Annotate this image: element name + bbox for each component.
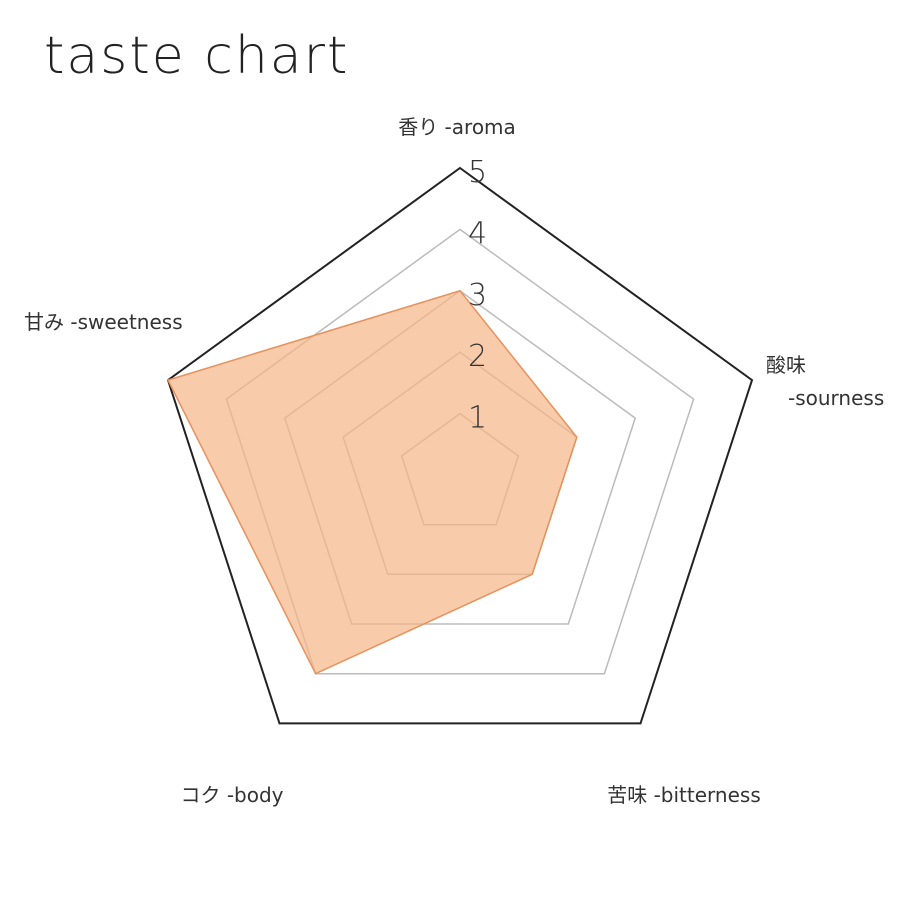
chart-title: taste chart [44,26,350,86]
axis-label-aroma: 香り -aroma [398,115,516,139]
axis-label-body: コク -body [180,783,283,807]
grid-ring-5 [166,166,754,725]
tick-label-3: 3 [468,278,487,313]
axis-label-bitterness: 苦味 -bitterness [607,783,761,807]
tick-label-2: 2 [468,339,487,374]
axis-label-sweetness: 甘み -sweetness [24,310,183,334]
axis-label-sourness-en: -sourness [788,386,884,410]
tick-labels: 1 2 3 4 5 [468,155,487,436]
tick-label-5: 5 [468,155,487,190]
tick-label-1: 1 [468,401,487,436]
tick-label-4: 4 [468,216,487,251]
axis-labels: 香り -aroma 酸味 -sourness 苦味 -bitterness コク… [24,115,884,807]
data-polygon [166,289,578,675]
axis-label-sourness-jp: 酸味 [766,353,806,377]
